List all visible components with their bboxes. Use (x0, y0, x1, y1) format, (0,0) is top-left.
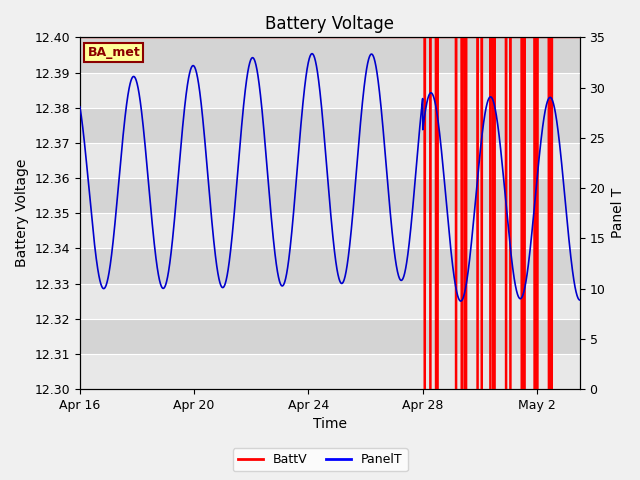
Bar (80, 178, 580, 213)
X-axis label: Time: Time (313, 418, 347, 432)
Bar (80, 284, 580, 319)
Bar (80, 249, 580, 284)
Bar (80, 72, 580, 108)
Bar (80, 143, 580, 178)
Legend: BattV, PanelT: BattV, PanelT (232, 448, 408, 471)
Text: BA_met: BA_met (88, 46, 140, 59)
Bar (80, 319, 580, 354)
Bar (80, 108, 580, 143)
Bar (80, 37, 580, 72)
Y-axis label: Panel T: Panel T (611, 188, 625, 239)
Bar (80, 354, 580, 389)
Y-axis label: Battery Voltage: Battery Voltage (15, 159, 29, 267)
Title: Battery Voltage: Battery Voltage (266, 15, 394, 33)
Bar (80, 213, 580, 249)
